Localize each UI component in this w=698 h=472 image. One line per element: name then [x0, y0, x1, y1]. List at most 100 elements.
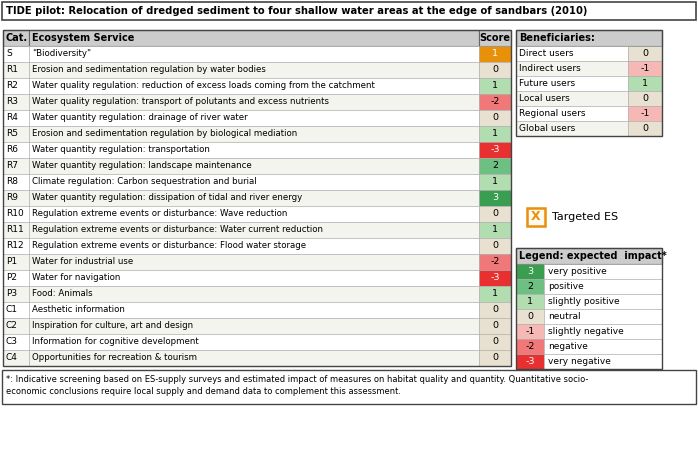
Text: Indirect users: Indirect users: [519, 64, 581, 73]
Bar: [516, 354, 544, 369]
Text: 0: 0: [492, 321, 498, 330]
Text: neutral: neutral: [548, 312, 581, 321]
Bar: [29, 30, 479, 46]
Bar: [3, 110, 29, 126]
Text: P1: P1: [6, 258, 17, 267]
Bar: [29, 302, 479, 318]
Text: 0: 0: [492, 113, 498, 123]
Bar: [516, 106, 628, 121]
Bar: [479, 190, 511, 206]
Text: 0: 0: [492, 305, 498, 314]
Bar: [516, 248, 662, 369]
Text: Legend: expected  impact*: Legend: expected impact*: [519, 251, 667, 261]
Bar: [544, 264, 662, 279]
Bar: [479, 158, 511, 174]
Text: Food: Animals: Food: Animals: [32, 289, 93, 298]
Text: R8: R8: [6, 177, 18, 186]
Bar: [628, 46, 662, 61]
Bar: [516, 248, 662, 264]
Text: -2: -2: [526, 342, 535, 351]
Bar: [479, 254, 511, 270]
Bar: [628, 121, 662, 136]
Bar: [544, 339, 662, 354]
Bar: [3, 222, 29, 238]
Bar: [516, 121, 628, 136]
Text: R6: R6: [6, 145, 18, 154]
Bar: [479, 350, 511, 366]
Text: Targeted ES: Targeted ES: [552, 212, 618, 222]
Bar: [29, 142, 479, 158]
Text: "Biodiversity": "Biodiversity": [32, 50, 91, 59]
Bar: [479, 302, 511, 318]
Bar: [3, 158, 29, 174]
Bar: [479, 78, 511, 94]
Bar: [628, 61, 662, 76]
Bar: [479, 30, 511, 46]
Text: negative: negative: [548, 342, 588, 351]
Bar: [516, 279, 544, 294]
Text: 3: 3: [527, 267, 533, 276]
Bar: [516, 91, 628, 106]
Bar: [479, 270, 511, 286]
Text: 1: 1: [492, 50, 498, 59]
Text: -1: -1: [640, 64, 650, 73]
Text: Water quantity regulation: dissipation of tidal and river energy: Water quantity regulation: dissipation o…: [32, 194, 302, 202]
Bar: [516, 309, 544, 324]
Bar: [479, 206, 511, 222]
Bar: [544, 309, 662, 324]
Text: -3: -3: [526, 357, 535, 366]
Text: Water quantity regulation: transportation: Water quantity regulation: transportatio…: [32, 145, 210, 154]
Bar: [479, 286, 511, 302]
Text: Information for cognitive development: Information for cognitive development: [32, 337, 199, 346]
Bar: [479, 94, 511, 110]
Bar: [479, 334, 511, 350]
Bar: [3, 78, 29, 94]
Text: Water quantity regulation: landscape maintenance: Water quantity regulation: landscape mai…: [32, 161, 252, 170]
Bar: [516, 30, 662, 46]
Bar: [3, 254, 29, 270]
Text: 0: 0: [492, 337, 498, 346]
Bar: [29, 318, 479, 334]
Text: Opportunities for recreation & tourism: Opportunities for recreation & tourism: [32, 354, 197, 362]
Bar: [479, 238, 511, 254]
Bar: [3, 318, 29, 334]
Text: Water quality regulation: reduction of excess loads coming from the catchment: Water quality regulation: reduction of e…: [32, 82, 375, 91]
Text: 0: 0: [492, 242, 498, 251]
Bar: [29, 46, 479, 62]
Text: Ecosystem Service: Ecosystem Service: [32, 33, 135, 43]
Bar: [628, 106, 662, 121]
Bar: [516, 46, 628, 61]
Text: -3: -3: [490, 273, 500, 283]
Text: 1: 1: [492, 82, 498, 91]
Text: R4: R4: [6, 113, 18, 123]
Bar: [479, 174, 511, 190]
Bar: [29, 174, 479, 190]
Text: economic conclusions require local supply and demand data to complement this ass: economic conclusions require local suppl…: [6, 388, 401, 396]
Text: 0: 0: [492, 354, 498, 362]
Bar: [29, 78, 479, 94]
Bar: [3, 302, 29, 318]
Text: 0: 0: [527, 312, 533, 321]
Text: 0: 0: [642, 124, 648, 133]
Text: 0: 0: [492, 210, 498, 219]
Text: R12: R12: [6, 242, 24, 251]
Bar: [29, 110, 479, 126]
Bar: [516, 339, 544, 354]
Text: Water quality regulation: transport of polutants and excess nutrients: Water quality regulation: transport of p…: [32, 98, 329, 107]
Text: 0: 0: [492, 66, 498, 75]
Bar: [516, 324, 544, 339]
Bar: [29, 254, 479, 270]
Text: TIDE pilot: Relocation of dredged sediment to four shallow water areas at the ed: TIDE pilot: Relocation of dredged sedime…: [6, 6, 588, 16]
Text: slightly positive: slightly positive: [548, 297, 620, 306]
Text: -2: -2: [490, 98, 500, 107]
Text: Water for navigation: Water for navigation: [32, 273, 120, 283]
Bar: [544, 324, 662, 339]
Text: Regulation extreme events or disturbance: Flood water storage: Regulation extreme events or disturbance…: [32, 242, 306, 251]
Bar: [3, 206, 29, 222]
Text: Regional users: Regional users: [519, 109, 586, 118]
Bar: [29, 62, 479, 78]
Bar: [544, 279, 662, 294]
Text: very positive: very positive: [548, 267, 607, 276]
Text: 1: 1: [492, 129, 498, 138]
Bar: [516, 61, 628, 76]
